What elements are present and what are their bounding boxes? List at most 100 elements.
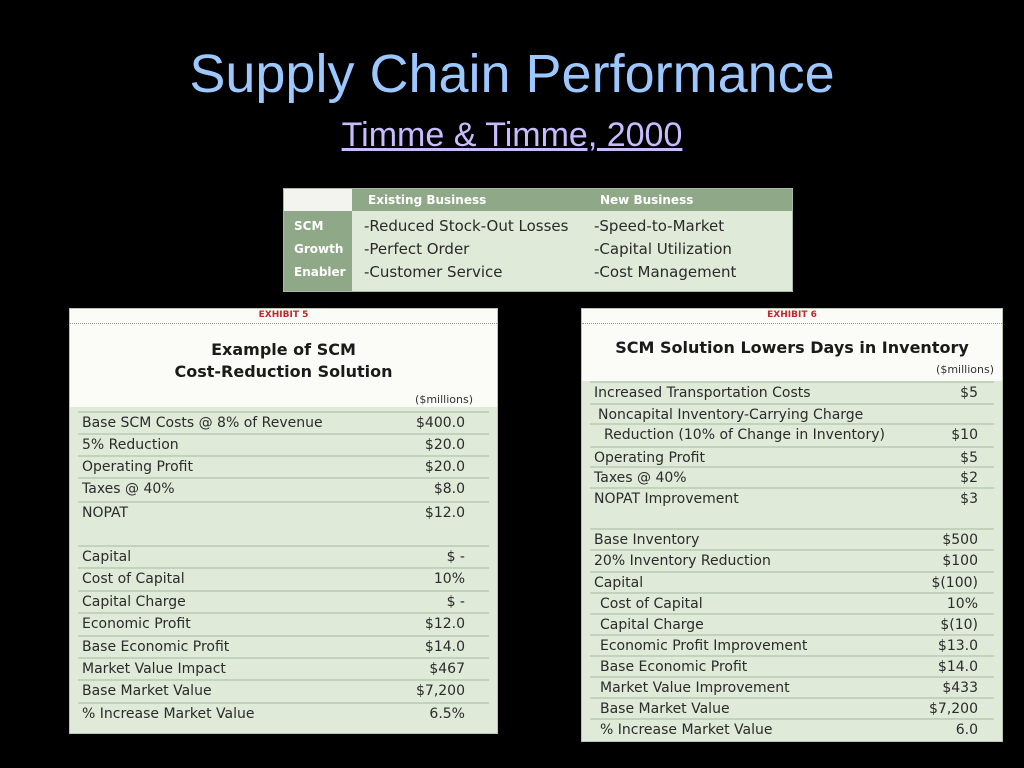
row-label: Capital Charge bbox=[82, 594, 186, 610]
row-label: Taxes @ 40% bbox=[594, 470, 687, 486]
existing-item: -Customer Service bbox=[364, 263, 503, 281]
table-row: Cost of Capital 10% bbox=[590, 592, 994, 612]
new-item: -Cost Management bbox=[594, 263, 737, 281]
row-label: Operating Profit bbox=[594, 450, 705, 466]
header-existing-business: Existing Business bbox=[368, 193, 487, 207]
row-label: % Increase Market Value bbox=[600, 722, 773, 738]
row-value: $12.0 bbox=[424, 616, 465, 632]
row-value: $7,200 bbox=[416, 683, 465, 699]
row-value: $2 bbox=[960, 470, 978, 486]
exhibit-6-header bbox=[582, 309, 1002, 381]
row-value: $14.0 bbox=[937, 659, 978, 675]
row-label: Operating Profit bbox=[82, 459, 193, 475]
new-item: -Speed-to-Market bbox=[594, 217, 725, 235]
row-value: $467 bbox=[429, 661, 465, 677]
dotted-divider bbox=[582, 323, 1002, 324]
new-item: -Capital Utilization bbox=[594, 240, 732, 258]
row-label: Base Market Value bbox=[82, 683, 212, 699]
growth-table-row-header bbox=[284, 211, 352, 291]
table-row: Base Economic Profit $14.0 bbox=[78, 635, 489, 655]
table-row: Capital Charge $(10) bbox=[590, 613, 994, 633]
row-value: $7,200 bbox=[929, 701, 978, 717]
slide-subtitle-link[interactable]: Timme & Timme, 2000 bbox=[341, 116, 683, 154]
row-value: $433 bbox=[942, 680, 978, 696]
row-label: 5% Reduction bbox=[82, 437, 179, 453]
exhibit-6-units: ($millions) bbox=[936, 363, 994, 376]
table-row: Increased Transportation Costs $5 bbox=[590, 381, 994, 401]
exhibit-5-title-line2: Cost-Reduction Solution bbox=[174, 362, 393, 381]
row-label: Economic Profit Improvement bbox=[600, 638, 808, 654]
row-label: Base Inventory bbox=[594, 532, 700, 548]
table-row: Noncapital Inventory-Carrying Charge bbox=[590, 403, 994, 423]
row-label: Noncapital Inventory-Carrying Charge bbox=[598, 407, 864, 423]
row-label-enabler: Enabler bbox=[294, 265, 346, 279]
table-row: Operating Profit $5 bbox=[590, 446, 994, 466]
table-row: Base Market Value $7,200 bbox=[590, 697, 994, 717]
row-value: $5 bbox=[960, 450, 978, 466]
table-row: Capital $(100) bbox=[590, 571, 994, 591]
row-value: $5 bbox=[960, 385, 978, 401]
row-label: Capital bbox=[82, 549, 132, 565]
row-label: Market Value Improvement bbox=[600, 680, 790, 696]
table-row: NOPAT $12.0 bbox=[78, 501, 489, 521]
row-value: $500 bbox=[942, 532, 978, 548]
exhibit-6-panel: EXHIBIT 6 SCM Solution Lowers Days in In… bbox=[581, 308, 1003, 742]
row-value: $ - bbox=[446, 594, 465, 610]
exhibit-6-title: SCM Solution Lowers Days in Inventory bbox=[615, 338, 969, 357]
row-label: Capital Charge bbox=[600, 617, 704, 633]
exhibit-6-label: EXHIBIT 6 bbox=[767, 310, 817, 320]
row-label: Cost of Capital bbox=[82, 571, 185, 587]
row-value: $10 bbox=[951, 427, 978, 443]
header-new-business: New Business bbox=[600, 193, 694, 207]
row-label: Market Value Impact bbox=[82, 661, 226, 677]
table-row: Market Value Improvement $433 bbox=[590, 676, 994, 696]
row-label: NOPAT Improvement bbox=[594, 491, 739, 507]
table-row: Economic Profit $12.0 bbox=[78, 612, 489, 632]
row-value: $(100) bbox=[931, 575, 978, 591]
row-label: Base Market Value bbox=[600, 701, 730, 717]
table-row: Reduction (10% of Change in Inventory) $1… bbox=[590, 423, 994, 443]
exhibit-5-units: ($millions) bbox=[415, 393, 473, 406]
row-label: Taxes @ 40% bbox=[82, 481, 175, 497]
exhibit-5-header bbox=[70, 309, 497, 407]
row-value: $20.0 bbox=[424, 459, 465, 475]
row-label: Reduction (10% of Change in Inventory) bbox=[604, 427, 886, 443]
row-label: NOPAT bbox=[82, 505, 129, 521]
row-value: $13.0 bbox=[937, 638, 978, 654]
row-label: % Increase Market Value bbox=[82, 706, 255, 722]
table-row: Base Inventory $500 bbox=[590, 528, 994, 548]
row-label: 20% Inventory Reduction bbox=[594, 553, 771, 569]
row-value: $20.0 bbox=[424, 437, 465, 453]
row-value: $100 bbox=[942, 553, 978, 569]
table-row: NOPAT Improvement $3 bbox=[590, 487, 994, 507]
exhibit-5-title-line1: Example of SCM bbox=[211, 340, 356, 359]
row-value: 10% bbox=[946, 596, 978, 612]
row-value: 10% bbox=[433, 571, 465, 587]
row-value: 6.0 bbox=[955, 722, 978, 738]
table-row: Operating Profit $20.0 bbox=[78, 455, 489, 475]
row-label: Base SCM Costs @ 8% of Revenue bbox=[82, 415, 323, 431]
existing-item: -Reduced Stock-Out Losses bbox=[364, 217, 569, 235]
exhibit-5-label: EXHIBIT 5 bbox=[258, 310, 309, 320]
table-row: Base Market Value $7,200 bbox=[78, 679, 489, 699]
table-row: % Increase Market Value 6.0 bbox=[590, 718, 994, 738]
existing-item: -Perfect Order bbox=[364, 240, 470, 258]
row-label: Cost of Capital bbox=[600, 596, 703, 612]
row-label: Increased Transportation Costs bbox=[594, 385, 811, 401]
table-row: Capital $ - bbox=[78, 545, 489, 565]
row-label-growth: Growth bbox=[294, 242, 344, 256]
row-label: Capital bbox=[594, 575, 644, 591]
table-row: Cost of Capital 10% bbox=[78, 567, 489, 587]
table-row: Capital Charge $ - bbox=[78, 590, 489, 610]
table-row: 5% Reduction $20.0 bbox=[78, 433, 489, 453]
row-value: 6.5% bbox=[429, 706, 465, 722]
table-row: Market Value Impact $467 bbox=[78, 657, 489, 677]
row-value: $14.0 bbox=[424, 639, 465, 655]
table-row: % Increase Market Value 6.5% bbox=[78, 702, 489, 722]
row-value: $8.0 bbox=[433, 481, 465, 497]
row-value: $3 bbox=[960, 491, 978, 507]
table-row: 20% Inventory Reduction $100 bbox=[590, 549, 994, 569]
exhibit-5-panel: EXHIBIT 5 Example of SCM Cost-Reduction … bbox=[69, 308, 498, 734]
table-row: Taxes @ 40% $8.0 bbox=[78, 477, 489, 497]
dotted-divider bbox=[70, 323, 497, 324]
